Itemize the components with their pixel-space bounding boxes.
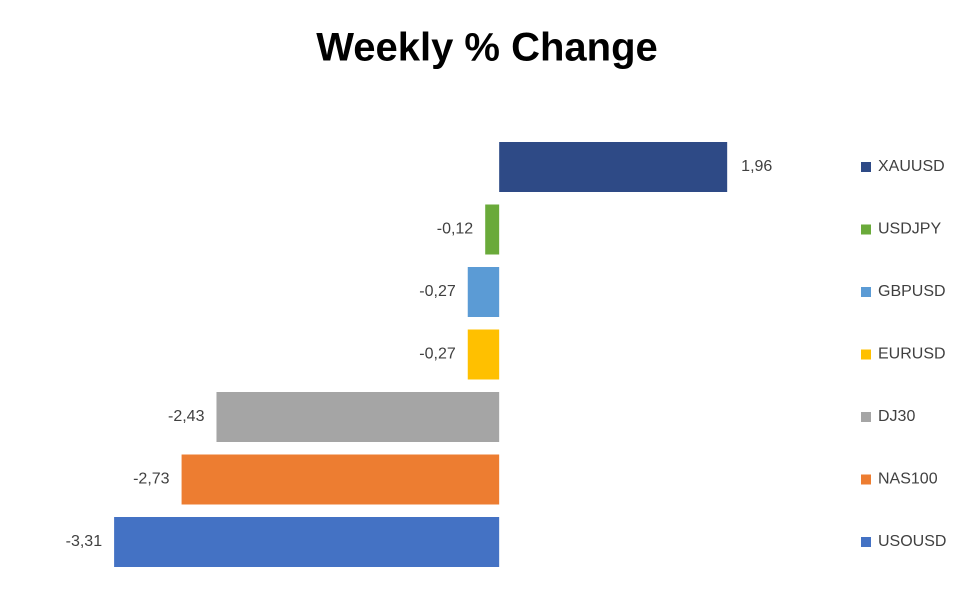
- legend-label: EURUSD: [878, 346, 946, 363]
- legend-swatch: [861, 224, 871, 235]
- legend-swatch: [861, 287, 871, 297]
- value-label: -2,73: [133, 471, 170, 488]
- legend-swatch: [861, 349, 871, 360]
- bar: [216, 392, 500, 442]
- value-label: -3,31: [66, 533, 103, 550]
- chart-title: Weekly % Change: [316, 26, 658, 70]
- legend-label: DJ30: [878, 408, 915, 425]
- legend-swatch: [861, 474, 871, 485]
- bar: [467, 267, 500, 317]
- legend-swatch: [861, 412, 871, 422]
- bar: [485, 204, 500, 255]
- legend-label: XAUUSD: [878, 158, 945, 175]
- value-label: -0,27: [419, 346, 456, 363]
- legend-label: USDJPY: [878, 221, 941, 238]
- bar: [467, 329, 500, 380]
- value-label: -0,12: [437, 221, 474, 238]
- legend-label: NAS100: [878, 471, 938, 488]
- value-label: -0,27: [419, 283, 456, 300]
- bar: [114, 517, 500, 567]
- legend-swatch: [861, 537, 871, 547]
- bar: [499, 142, 728, 192]
- legend-label: USOUSD: [878, 533, 946, 550]
- legend-swatch: [861, 162, 871, 172]
- bar: [181, 454, 500, 505]
- value-label: -2,43: [168, 408, 205, 425]
- value-label: 1,96: [741, 158, 772, 175]
- legend-label: GBPUSD: [878, 283, 946, 300]
